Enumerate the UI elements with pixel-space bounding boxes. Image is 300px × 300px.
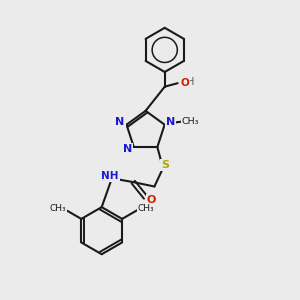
Text: CH₃: CH₃ — [50, 204, 66, 213]
Text: N: N — [116, 117, 125, 127]
Text: S: S — [161, 160, 169, 170]
Text: NH: NH — [101, 171, 119, 181]
Text: CH₃: CH₃ — [182, 117, 199, 126]
Text: O: O — [147, 195, 156, 205]
Text: O: O — [180, 78, 189, 88]
Text: H: H — [187, 77, 194, 87]
Text: N: N — [166, 117, 175, 127]
Text: N: N — [123, 143, 132, 154]
Text: CH₃: CH₃ — [137, 204, 154, 213]
